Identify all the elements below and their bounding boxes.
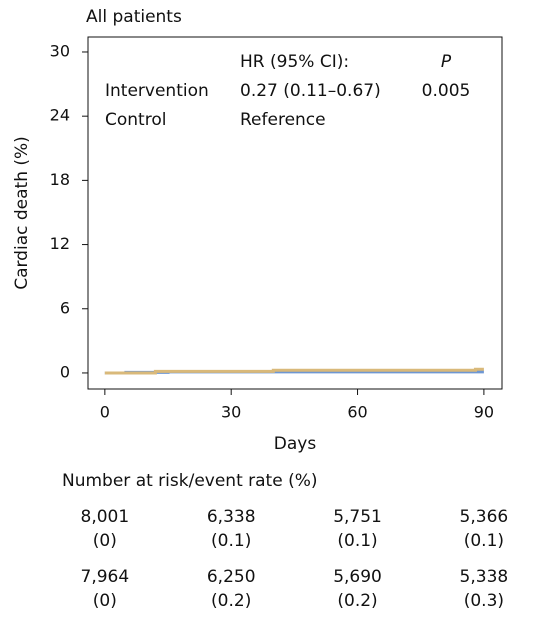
x-tick-label: 60	[347, 403, 367, 422]
x-tick-label: 90	[474, 403, 494, 422]
at-risk: 6,338	[207, 507, 256, 527]
plot-frame	[87, 36, 503, 390]
legend-p: 0.005	[422, 81, 471, 101]
event-rate: (0)	[93, 531, 117, 551]
at-risk: 5,690	[333, 567, 382, 587]
legend-hr: 0.27 (0.11–0.67)	[240, 81, 381, 101]
y-tick-label: 0	[60, 362, 70, 381]
legend-entry: Control	[105, 110, 166, 130]
at-risk: 7,964	[81, 567, 130, 587]
y-tick-label: 12	[50, 234, 70, 253]
risk-table-title: Number at risk/event rate (%)	[62, 471, 318, 491]
legend-hr: Reference	[240, 110, 326, 130]
legend-header-hr: HR (95% CI):	[240, 52, 349, 72]
event-rate: (0.1)	[211, 531, 251, 551]
x-axis-label: Days	[274, 434, 317, 454]
event-rate: (0.2)	[211, 591, 251, 611]
at-risk: 5,366	[460, 507, 509, 527]
event-rate: (0)	[93, 591, 117, 611]
event-rate: (0.1)	[337, 531, 377, 551]
at-risk: 5,751	[333, 507, 382, 527]
at-risk: 5,338	[460, 567, 509, 587]
y-tick-label: 6	[60, 298, 70, 317]
at-risk: 8,001	[81, 507, 130, 527]
event-rate: (0.1)	[464, 531, 504, 551]
legend-header-p: P	[441, 52, 452, 72]
at-risk: 6,250	[207, 567, 256, 587]
event-rate: (0.3)	[464, 591, 504, 611]
event-rate: (0.2)	[337, 591, 377, 611]
y-axis-label: Cardiac death (%)	[12, 136, 32, 290]
x-tick-label: 30	[221, 403, 241, 422]
series-line	[104, 367, 484, 375]
y-tick-label: 30	[50, 41, 70, 60]
y-tick-label: 24	[50, 106, 70, 125]
y-tick-label: 18	[50, 170, 70, 189]
x-tick-label: 0	[100, 403, 110, 422]
legend-entry: Intervention	[105, 81, 209, 101]
chart-title: All patients	[86, 7, 182, 27]
